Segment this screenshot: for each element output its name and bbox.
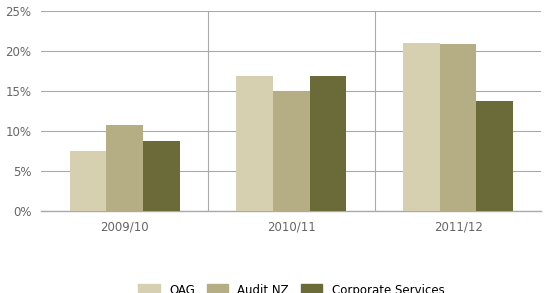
Bar bbox=[106, 125, 143, 211]
Bar bbox=[273, 92, 310, 211]
Bar bbox=[236, 76, 273, 211]
Bar bbox=[440, 44, 476, 211]
Legend: OAG, Audit NZ, Corporate Services: OAG, Audit NZ, Corporate Services bbox=[133, 279, 449, 293]
Bar bbox=[143, 141, 179, 211]
Bar bbox=[310, 76, 346, 211]
Bar bbox=[476, 101, 513, 211]
Bar bbox=[69, 151, 106, 211]
Bar bbox=[403, 43, 440, 211]
